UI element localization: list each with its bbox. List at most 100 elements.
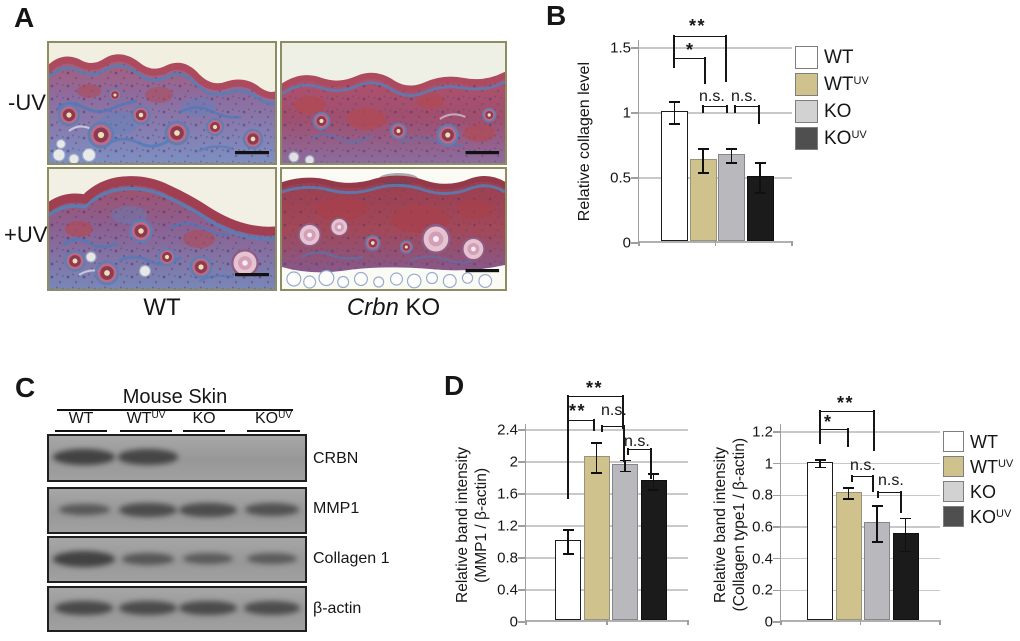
collagen-level-bar-chart: 0 0.5 1 1.5 (610, 40, 793, 252)
bar-WT^UV (583, 456, 610, 620)
legend-swatch-ko (795, 100, 818, 123)
error-bar-KO (619, 459, 631, 473)
error-bar-WT^UV (591, 442, 602, 474)
band-β-actin-lane4 (243, 601, 301, 616)
sig-bracket (567, 395, 624, 430)
band-Collagen 1-lane4 (247, 553, 297, 565)
y-tick-mark (773, 463, 781, 465)
histology-wt-minus-uv (47, 41, 277, 165)
lane-label-wtuv: WTUV (120, 410, 172, 432)
x-tick-mark (714, 241, 717, 246)
legend-item-ko: KO (795, 100, 851, 123)
legend-item-wtuv: WTUV (795, 73, 869, 96)
error-bar-WT (669, 101, 680, 125)
band-β-actin-lane1 (54, 600, 114, 616)
sig-bracket (627, 448, 652, 480)
legend-label-ko: KO (970, 481, 997, 502)
blot-label-crbn: CRBN (313, 450, 359, 467)
blot-collagen1 (47, 536, 307, 583)
sig-dl-wt-wtuv: ** (569, 401, 587, 421)
bar-WT^UV (835, 491, 862, 620)
panel-b-label: B (546, 0, 567, 31)
legend-swatch-kouv (943, 506, 964, 527)
y-tick-mark (631, 47, 639, 49)
scale-bar (465, 151, 500, 155)
error-bar-KO^UV (648, 473, 659, 491)
y-tick-label: 0.8 (752, 486, 773, 504)
y-tick-mark (518, 557, 526, 559)
band-MMP1-lane2 (119, 502, 177, 517)
legend-label-wt: WT (824, 47, 854, 68)
y-tick-mark (773, 494, 781, 497)
histology-ko-minus-uv-art (282, 43, 505, 163)
legend-swatch-ko (943, 481, 964, 502)
legend-item-wt: WT (943, 431, 998, 452)
y-tick-mark (518, 493, 526, 495)
blot-crbn (47, 434, 307, 482)
error-bar-KO (871, 504, 883, 543)
y-tick-mark (518, 429, 526, 431)
error-bar-KO (726, 148, 737, 164)
histology-ko-plus-uv-art (282, 169, 505, 289)
lane-label-ko: KO (183, 410, 225, 432)
band-MMP1-lane1 (58, 503, 110, 516)
blot-title-underline (57, 409, 293, 411)
legend-label-wtuv: WT (970, 456, 998, 477)
sig-dr-wt-wtuv: * (824, 412, 833, 432)
lane-label-wt: WT (55, 410, 107, 432)
gridline (781, 431, 940, 433)
y-tick-mark (518, 461, 526, 463)
x-tick-mark (687, 620, 689, 625)
y-tick-label: 1 (764, 455, 773, 473)
x-tick-mark (780, 620, 782, 625)
sig-dl-ns-1: n.s. (601, 402, 627, 419)
histology-wt-plus-uv-art (49, 169, 275, 289)
blot-label-collagen1: Collagen 1 (313, 550, 390, 567)
y-tick-mark (773, 431, 781, 433)
error-bar-WT^UV (843, 487, 854, 501)
x-tick-mark (939, 620, 941, 625)
sig-dl-wt-ko: ** (586, 378, 604, 398)
blot-beta-actin (47, 586, 307, 632)
ko-text: KO (398, 294, 441, 321)
y-tick-mark (518, 525, 526, 527)
band-β-actin-lane3 (179, 601, 237, 616)
collagen1-band-intensity-bar-chart: 0 0.2 0.4 0.6 0.8 1 1.2 (752, 424, 941, 631)
y-tick-label: 0 (764, 613, 773, 631)
y-tick-label: 0.4 (497, 581, 518, 599)
gridline (781, 463, 940, 465)
y-tick-mark (518, 589, 526, 591)
y-tick-label: 0.5 (610, 169, 631, 187)
chart-d-right-y-axis-title: Relative band intensity (Collagen type1 … (711, 438, 748, 612)
legend-label-ko: KO (824, 101, 852, 122)
legend-swatch-wt (795, 46, 818, 69)
y-tick-mark (773, 526, 781, 528)
y-tick-label: 2.4 (497, 421, 518, 439)
bar-WT (807, 461, 833, 620)
panel-a-label: A (14, 2, 35, 33)
chart-d-left-y-axis-title: Relative band intensity (MMP1 / β-actin) (453, 447, 490, 603)
blot-label-mmp1: MMP1 (313, 500, 360, 517)
y-tick-mark (631, 112, 639, 114)
y-tick-label: 1.5 (610, 39, 631, 57)
lane-label-kouv: KOUV (247, 410, 300, 432)
sig-bracket (673, 57, 706, 85)
gridline (639, 47, 792, 49)
sig-bracket (673, 35, 727, 83)
y-tick-label: 0.4 (752, 550, 773, 568)
legend-item-kouv: KOUV (943, 506, 1011, 527)
histology-wt-minus-uv-art (49, 43, 275, 163)
y-tick-mark (773, 589, 781, 592)
sig-dr-ns-2: n.s. (878, 472, 904, 489)
sig-bracket (877, 491, 902, 514)
band-CRBN-lane1 (53, 449, 115, 466)
y-tick-mark (631, 242, 639, 244)
band-β-actin-lane2 (119, 601, 177, 616)
bar-KO^UV (640, 480, 667, 620)
y-tick-label: 1 (622, 104, 631, 122)
band-MMP1-lane4 (244, 503, 300, 517)
x-tick-mark (638, 241, 640, 246)
x-tick-mark (791, 241, 793, 246)
y-tick-mark (631, 177, 639, 179)
